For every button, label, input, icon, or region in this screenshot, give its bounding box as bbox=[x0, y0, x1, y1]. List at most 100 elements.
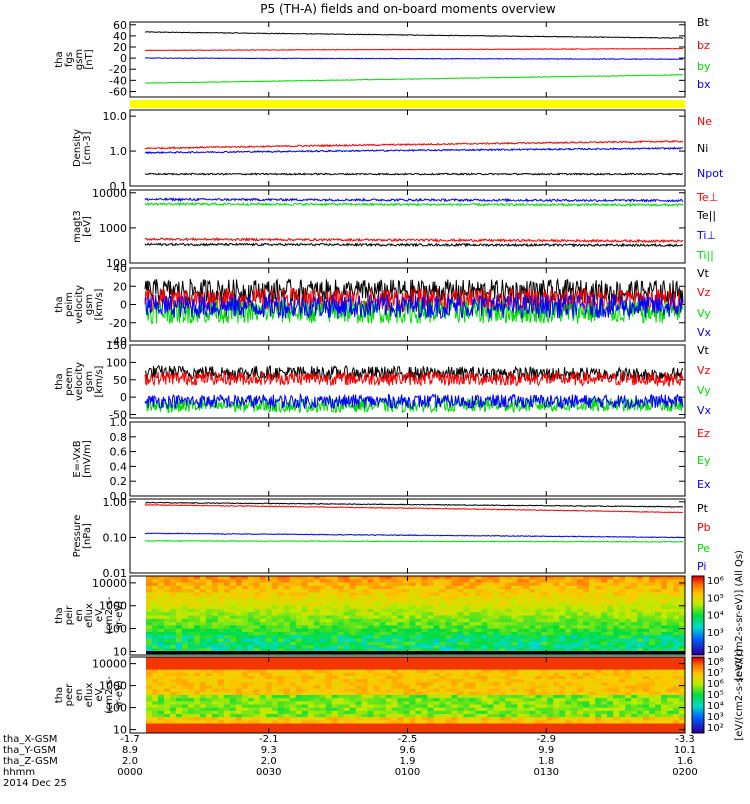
heatmap-cell bbox=[193, 631, 201, 636]
heatmap-cell bbox=[673, 657, 680, 661]
colorbar-cell bbox=[692, 717, 704, 721]
heatmap-cell bbox=[445, 657, 452, 661]
heatmap-cell bbox=[655, 589, 662, 593]
heatmap-cell bbox=[649, 657, 656, 661]
heatmap-cell bbox=[403, 579, 411, 584]
heatmap-cell bbox=[373, 599, 381, 603]
heatmap-cell bbox=[535, 605, 542, 610]
heatmap-cell bbox=[181, 701, 189, 705]
heatmap-cell bbox=[379, 726, 387, 731]
heatmap-cell bbox=[595, 595, 602, 600]
heatmap-cell bbox=[589, 710, 596, 715]
heatmap-cell bbox=[655, 645, 662, 649]
heatmap-cell bbox=[146, 688, 153, 693]
heatmap-cell bbox=[487, 582, 494, 587]
heatmap-cell bbox=[619, 638, 626, 643]
heatmap-cell bbox=[649, 599, 656, 603]
heatmap-cell bbox=[583, 666, 590, 671]
colorbar-label: [eV/(cm2-s-sr-eV)] (All Qs) bbox=[734, 550, 745, 681]
heatmap-cell bbox=[169, 710, 177, 715]
panel-density-ylabel: Density bbox=[72, 129, 83, 167]
heatmap-cell bbox=[265, 691, 273, 696]
heatmap-cell bbox=[649, 672, 656, 677]
heatmap-cell bbox=[205, 710, 213, 715]
heatmap-cell bbox=[151, 612, 159, 616]
heatmap-cell bbox=[313, 599, 321, 603]
heatmap-cell bbox=[541, 698, 548, 702]
heatmap-cell bbox=[529, 638, 536, 643]
heatmap-cell bbox=[349, 682, 357, 686]
heatmap-cell bbox=[397, 672, 405, 677]
heatmap-cell bbox=[146, 714, 153, 718]
heatmap-cell bbox=[661, 641, 668, 646]
heatmap-cell bbox=[146, 707, 153, 712]
heatmap-cell bbox=[403, 641, 411, 646]
heatmap-cell bbox=[613, 635, 620, 640]
heatmap-cell bbox=[337, 589, 345, 593]
heatmap-cell bbox=[325, 701, 333, 705]
heatmap-cell bbox=[625, 622, 632, 626]
heatmap-cell bbox=[625, 729, 632, 734]
heatmap-cell bbox=[409, 707, 416, 712]
heatmap-cell bbox=[541, 605, 548, 610]
heatmap-cell bbox=[301, 669, 309, 674]
heatmap-cell bbox=[643, 714, 650, 718]
heatmap-cell bbox=[595, 660, 602, 664]
colorbar-cell bbox=[692, 623, 704, 626]
heatmap-cell bbox=[637, 688, 644, 693]
heatmap-cell bbox=[385, 704, 393, 709]
heatmap-cell bbox=[271, 672, 279, 677]
heatmap-cell bbox=[211, 625, 219, 630]
heatmap-cell bbox=[499, 615, 506, 620]
heatmap-cell bbox=[571, 695, 578, 699]
heatmap-cell bbox=[163, 622, 171, 626]
heatmap-cell bbox=[217, 698, 225, 702]
heatmap-cell bbox=[175, 723, 183, 728]
heatmap-cell bbox=[307, 582, 315, 587]
heatmap-cell bbox=[481, 723, 488, 728]
heatmap-cell bbox=[247, 602, 255, 607]
heatmap-cell bbox=[487, 608, 494, 613]
panel-peem-ytick-label: 100 bbox=[106, 356, 127, 369]
heatmap-cell bbox=[187, 602, 195, 607]
heatmap-cell bbox=[421, 720, 428, 724]
heatmap-cell bbox=[535, 704, 542, 709]
heatmap-cell bbox=[619, 729, 626, 734]
heatmap-cell bbox=[565, 695, 572, 699]
heatmap-cell bbox=[439, 631, 446, 636]
heatmap-cell bbox=[421, 625, 428, 630]
heatmap-cell bbox=[397, 638, 405, 643]
panel-fgs-ytick-label: -40 bbox=[109, 74, 127, 87]
heatmap-cell bbox=[679, 657, 686, 661]
heatmap-cell bbox=[223, 688, 231, 693]
heatmap-cell bbox=[595, 707, 602, 712]
heatmap-cell bbox=[199, 595, 207, 600]
heatmap-cell bbox=[343, 660, 351, 664]
heatmap-cell bbox=[613, 688, 620, 693]
heatmap-cell bbox=[607, 701, 614, 705]
panel-temp-legend-ti: Ti⊥ bbox=[696, 229, 716, 242]
heatmap-cell bbox=[319, 589, 327, 593]
panel-pressure-ytick-label: 0.10 bbox=[103, 531, 128, 544]
heatmap-cell bbox=[307, 628, 315, 633]
heatmap-cell bbox=[547, 615, 554, 620]
heatmap-cell bbox=[481, 707, 488, 712]
heatmap-cell bbox=[481, 710, 488, 715]
heatmap-cell bbox=[397, 720, 405, 724]
heatmap-cell bbox=[523, 628, 530, 633]
heatmap-cell bbox=[259, 641, 267, 646]
heatmap-cell bbox=[505, 641, 512, 646]
heatmap-cell bbox=[349, 688, 357, 693]
heatmap-cell bbox=[181, 676, 189, 680]
heatmap-cell bbox=[547, 704, 554, 709]
heatmap-cell bbox=[361, 625, 369, 630]
heatmap-cell bbox=[379, 660, 387, 664]
heatmap-cell bbox=[595, 695, 602, 699]
heatmap-cell bbox=[403, 698, 411, 702]
heatmap-cell bbox=[205, 608, 213, 613]
heatmap-cell bbox=[229, 648, 237, 653]
heatmap-cell bbox=[187, 723, 195, 728]
heatmap-cell bbox=[481, 691, 488, 696]
heatmap-cell bbox=[241, 585, 249, 590]
